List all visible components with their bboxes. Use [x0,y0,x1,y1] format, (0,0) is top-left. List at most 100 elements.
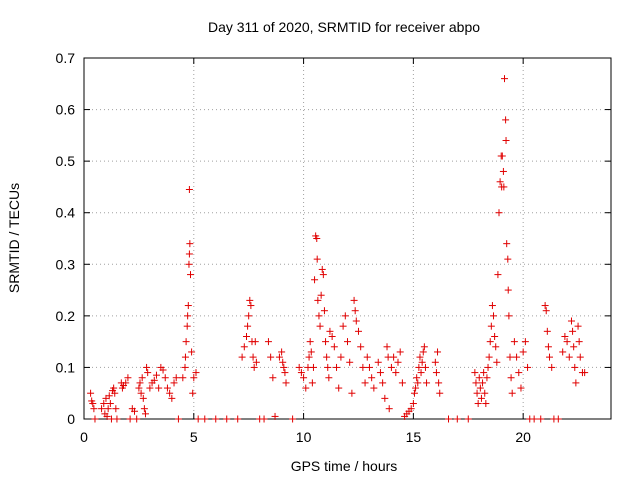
data-point [300,374,308,382]
data-point [548,363,556,371]
data-point [409,400,417,408]
x-tick-label: 15 [406,429,422,445]
data-point [483,374,491,382]
data-point [383,343,391,351]
data-point [368,374,376,382]
data-point [330,343,338,351]
data-point [357,343,365,351]
data-point [319,271,327,279]
data-point [150,376,158,384]
data-point [506,353,514,361]
data-points [87,75,589,423]
data-point [495,209,503,217]
data-point [315,312,323,320]
data-point [476,384,484,392]
data-point [244,322,252,330]
data-point [240,343,248,351]
data-point [139,394,147,402]
data-point [354,327,362,335]
data-point [505,312,513,320]
data-point [269,374,277,382]
data-point [98,405,106,413]
data-point [415,363,423,371]
y-tick-label: 0 [67,411,75,427]
data-point [141,410,149,418]
data-point [352,317,360,325]
data-point [498,152,506,160]
data-point [159,366,167,374]
data-point [326,327,334,335]
data-point [140,405,148,413]
data-point [575,338,583,346]
y-tick-label: 0.4 [56,205,76,221]
data-point [137,389,145,397]
data-point [212,415,220,423]
data-point [487,322,495,330]
x-tick-label: 5 [190,429,198,445]
data-point [90,405,98,413]
data-point [413,374,421,382]
data-point [569,327,577,335]
data-point [392,369,400,377]
data-point [252,358,260,366]
data-point [475,374,483,382]
data-point [370,384,378,392]
data-point [307,348,315,356]
data-point [581,369,589,377]
data-point [186,240,194,248]
data-point [481,389,489,397]
data-point [278,348,286,356]
data-point [361,379,369,387]
data-point [348,389,356,397]
data-point [311,276,319,284]
data-point [250,363,258,371]
data-point [194,415,202,423]
data-point [185,186,193,194]
data-point [542,307,550,315]
data-point [289,415,297,423]
data-point [320,307,328,315]
data-point [543,327,551,335]
data-point [477,394,485,402]
data-point [567,317,575,325]
data-point [365,363,373,371]
data-point [246,296,254,304]
data-point [185,260,193,268]
data-point [136,379,144,387]
data-point [279,358,287,366]
data-point [275,353,283,361]
data-point [179,374,187,382]
data-point [308,379,316,387]
data-point [333,363,341,371]
data-point [530,415,538,423]
data-point [317,291,325,299]
data-point [561,332,569,340]
data-point [524,363,532,371]
data-point [112,405,120,413]
data-point [113,415,121,423]
data-point [135,384,143,392]
data-point [122,379,130,387]
data-point [89,400,97,408]
data-point [453,415,461,423]
data-point [104,405,112,413]
y-tick-label: 0.3 [56,256,76,272]
y-tick-label: 0.6 [56,102,76,118]
data-point [297,369,305,377]
x-axis-label: GPS time / hours [291,458,398,474]
data-point [325,374,333,382]
data-point [501,75,509,83]
data-point [473,389,481,397]
data-point [305,353,313,361]
data-point [322,338,330,346]
data-point [471,369,479,377]
data-point [131,407,139,415]
data-point [182,338,190,346]
data-point [510,338,518,346]
data-point [385,405,393,413]
data-point [260,415,268,423]
data-point [313,255,321,263]
data-point [414,379,422,387]
data-point [565,353,573,361]
data-point [571,363,579,371]
